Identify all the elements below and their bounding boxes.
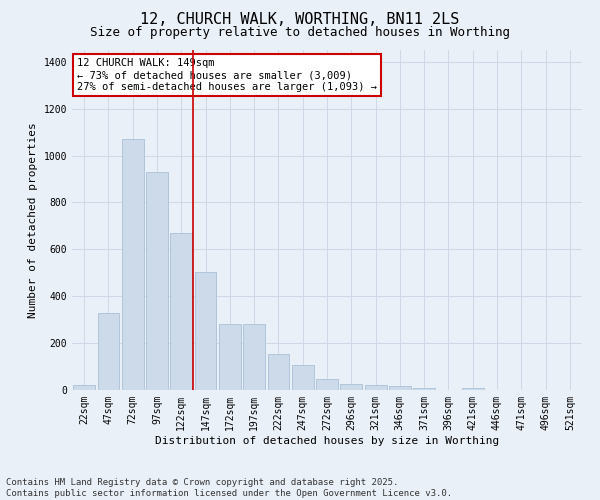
Bar bbox=[219, 324, 241, 390]
Bar bbox=[413, 388, 435, 390]
Y-axis label: Number of detached properties: Number of detached properties bbox=[28, 122, 38, 318]
Text: Contains HM Land Registry data © Crown copyright and database right 2025.
Contai: Contains HM Land Registry data © Crown c… bbox=[6, 478, 452, 498]
Bar bbox=[73, 386, 95, 390]
Bar bbox=[243, 324, 265, 390]
Text: 12, CHURCH WALK, WORTHING, BN11 2LS: 12, CHURCH WALK, WORTHING, BN11 2LS bbox=[140, 12, 460, 28]
Bar bbox=[389, 386, 411, 390]
Bar bbox=[462, 388, 484, 390]
Bar bbox=[146, 172, 168, 390]
Text: Size of property relative to detached houses in Worthing: Size of property relative to detached ho… bbox=[90, 26, 510, 39]
Bar bbox=[97, 312, 119, 390]
Bar bbox=[365, 386, 386, 390]
X-axis label: Distribution of detached houses by size in Worthing: Distribution of detached houses by size … bbox=[155, 436, 499, 446]
Bar bbox=[268, 354, 289, 390]
Bar bbox=[316, 380, 338, 390]
Bar bbox=[194, 272, 217, 390]
Bar bbox=[292, 364, 314, 390]
Bar bbox=[170, 233, 192, 390]
Bar bbox=[122, 139, 143, 390]
Bar bbox=[340, 384, 362, 390]
Text: 12 CHURCH WALK: 149sqm
← 73% of detached houses are smaller (3,009)
27% of semi-: 12 CHURCH WALK: 149sqm ← 73% of detached… bbox=[77, 58, 377, 92]
